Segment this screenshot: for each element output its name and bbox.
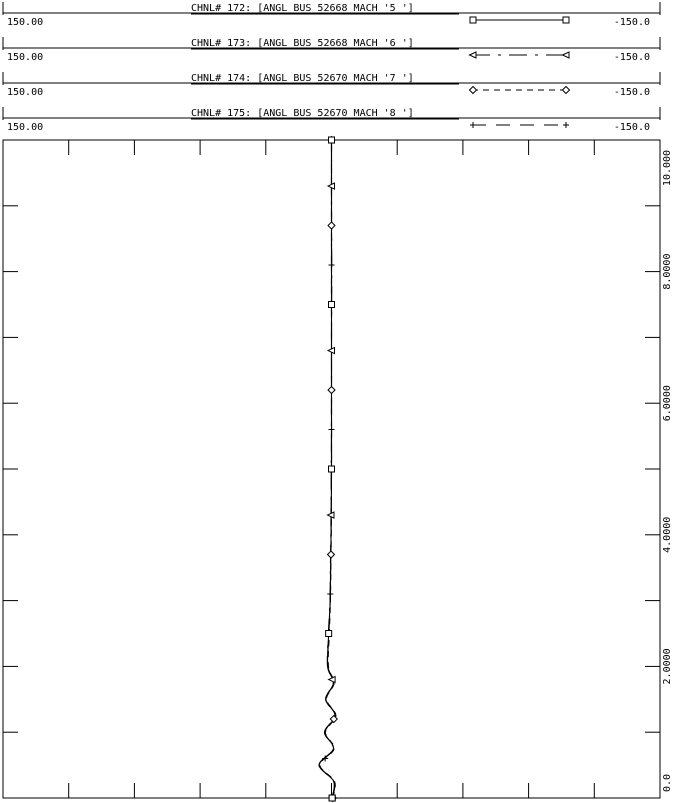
legend-entry: CHNL# 172: [ANGL BUS 52668 MACH '5 '] 150…: [2, 2, 661, 28]
legend-marker: [470, 122, 476, 128]
data-marker: [327, 591, 334, 598]
legend-entry: CHNL# 174: [ANGL BUS 52670 MACH '7 '] 150…: [2, 72, 661, 98]
data-marker: [328, 136, 335, 144]
legend: CHNL# 172: [ANGL BUS 52668 MACH '5 '] 150…: [2, 2, 661, 133]
data-marker: [328, 262, 335, 269]
data-marker: [326, 346, 335, 355]
x-tick-label: 4.0000: [662, 517, 673, 553]
series-markers: [322, 135, 338, 803]
data-marker: [329, 714, 338, 724]
x-tick-label: 2.0000: [662, 648, 673, 684]
legend-entry: CHNL# 175: [ANGL BUS 52670 MACH '8 '] 150…: [2, 107, 661, 133]
data-marker: [327, 675, 336, 684]
legend-marker: [563, 122, 569, 128]
legend-left-value: 150.00: [7, 52, 43, 63]
series-line: [318, 140, 336, 799]
data-marker: [326, 511, 335, 519]
x-tick-label: 8.0000: [662, 254, 673, 290]
data-marker: [325, 630, 333, 637]
legend-series-name: CHNL# 173: [ANGL BUS 52668 MACH '6 ']: [191, 38, 414, 49]
data-marker: [328, 301, 335, 308]
legend-marker: [562, 16, 570, 24]
legend-marker: [468, 51, 477, 59]
legend-entry: CHNL# 173: [ANGL BUS 52668 MACH '6 '] 150…: [2, 37, 661, 63]
data-marker: [326, 550, 336, 559]
legend-series-name: CHNL# 174: [ANGL BUS 52670 MACH '7 ']: [191, 73, 414, 84]
legend-series-name: CHNL# 172: [ANGL BUS 52668 MACH '5 ']: [191, 3, 414, 14]
data-marker: [328, 426, 335, 433]
legend-right-value: -150.0: [614, 122, 650, 133]
data-marker: [328, 465, 335, 473]
x-tick-label: 0.0: [662, 774, 673, 792]
legend-left-value: 150.00: [7, 122, 43, 133]
data-marker: [326, 182, 335, 190]
legend-left-value: 150.00: [7, 87, 43, 98]
legend-series-name: CHNL# 175: [ANGL BUS 52670 MACH '8 ']: [191, 108, 414, 119]
data-marker: [328, 794, 336, 802]
legend-marker: [561, 85, 571, 95]
legend-right-value: -150.0: [614, 17, 650, 28]
data-marker: [327, 221, 336, 230]
x-axis-tick-labels: 0.0 2.0000 4.0000 6.0000 8.0000 10.000: [662, 150, 673, 792]
data-marker: [327, 385, 336, 395]
legend-marker: [469, 16, 477, 24]
legend-marker: [561, 51, 570, 59]
x-tick-label: 6.0000: [662, 385, 673, 421]
legend-marker: [468, 85, 478, 95]
x-tick-label: 10.000: [662, 150, 673, 186]
legend-right-value: -150.0: [614, 52, 650, 63]
data-marker: [322, 755, 329, 762]
legend-left-value: 150.00: [7, 17, 43, 28]
series-curves: [318, 139, 337, 799]
legend-right-value: -150.0: [614, 87, 650, 98]
